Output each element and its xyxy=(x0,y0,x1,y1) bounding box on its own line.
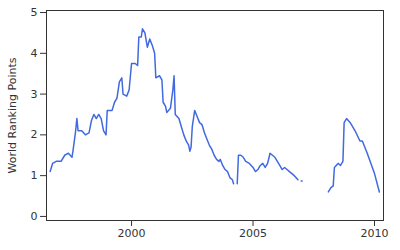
svg-text:1: 1 xyxy=(31,169,38,182)
svg-text:3: 3 xyxy=(31,88,38,101)
svg-text:2: 2 xyxy=(31,128,38,141)
svg-text:2000: 2000 xyxy=(118,227,146,240)
svg-text:2010: 2010 xyxy=(361,227,389,240)
svg-text:2005: 2005 xyxy=(239,227,267,240)
svg-text:0: 0 xyxy=(31,210,38,223)
svg-text:World Ranking Points: World Ranking Points xyxy=(6,57,19,173)
svg-text:4: 4 xyxy=(31,47,38,60)
svg-text:5: 5 xyxy=(31,6,38,19)
